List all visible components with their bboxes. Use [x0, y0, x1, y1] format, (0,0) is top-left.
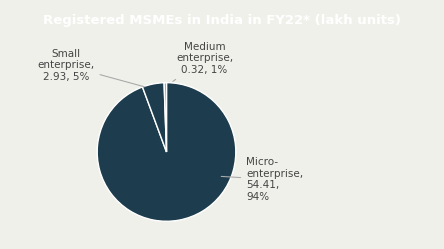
Wedge shape: [143, 83, 166, 152]
Text: Registered MSMEs in India in FY22* (lakh units): Registered MSMEs in India in FY22* (lakh…: [43, 14, 401, 27]
Wedge shape: [97, 83, 236, 221]
Text: Medium
enterprise,
0.32, 1%: Medium enterprise, 0.32, 1%: [173, 42, 233, 81]
Text: Micro-
enterprise,
54.41,
94%: Micro- enterprise, 54.41, 94%: [221, 157, 303, 202]
Text: Small
enterprise,
2.93, 5%: Small enterprise, 2.93, 5%: [37, 49, 144, 87]
Wedge shape: [164, 83, 166, 152]
